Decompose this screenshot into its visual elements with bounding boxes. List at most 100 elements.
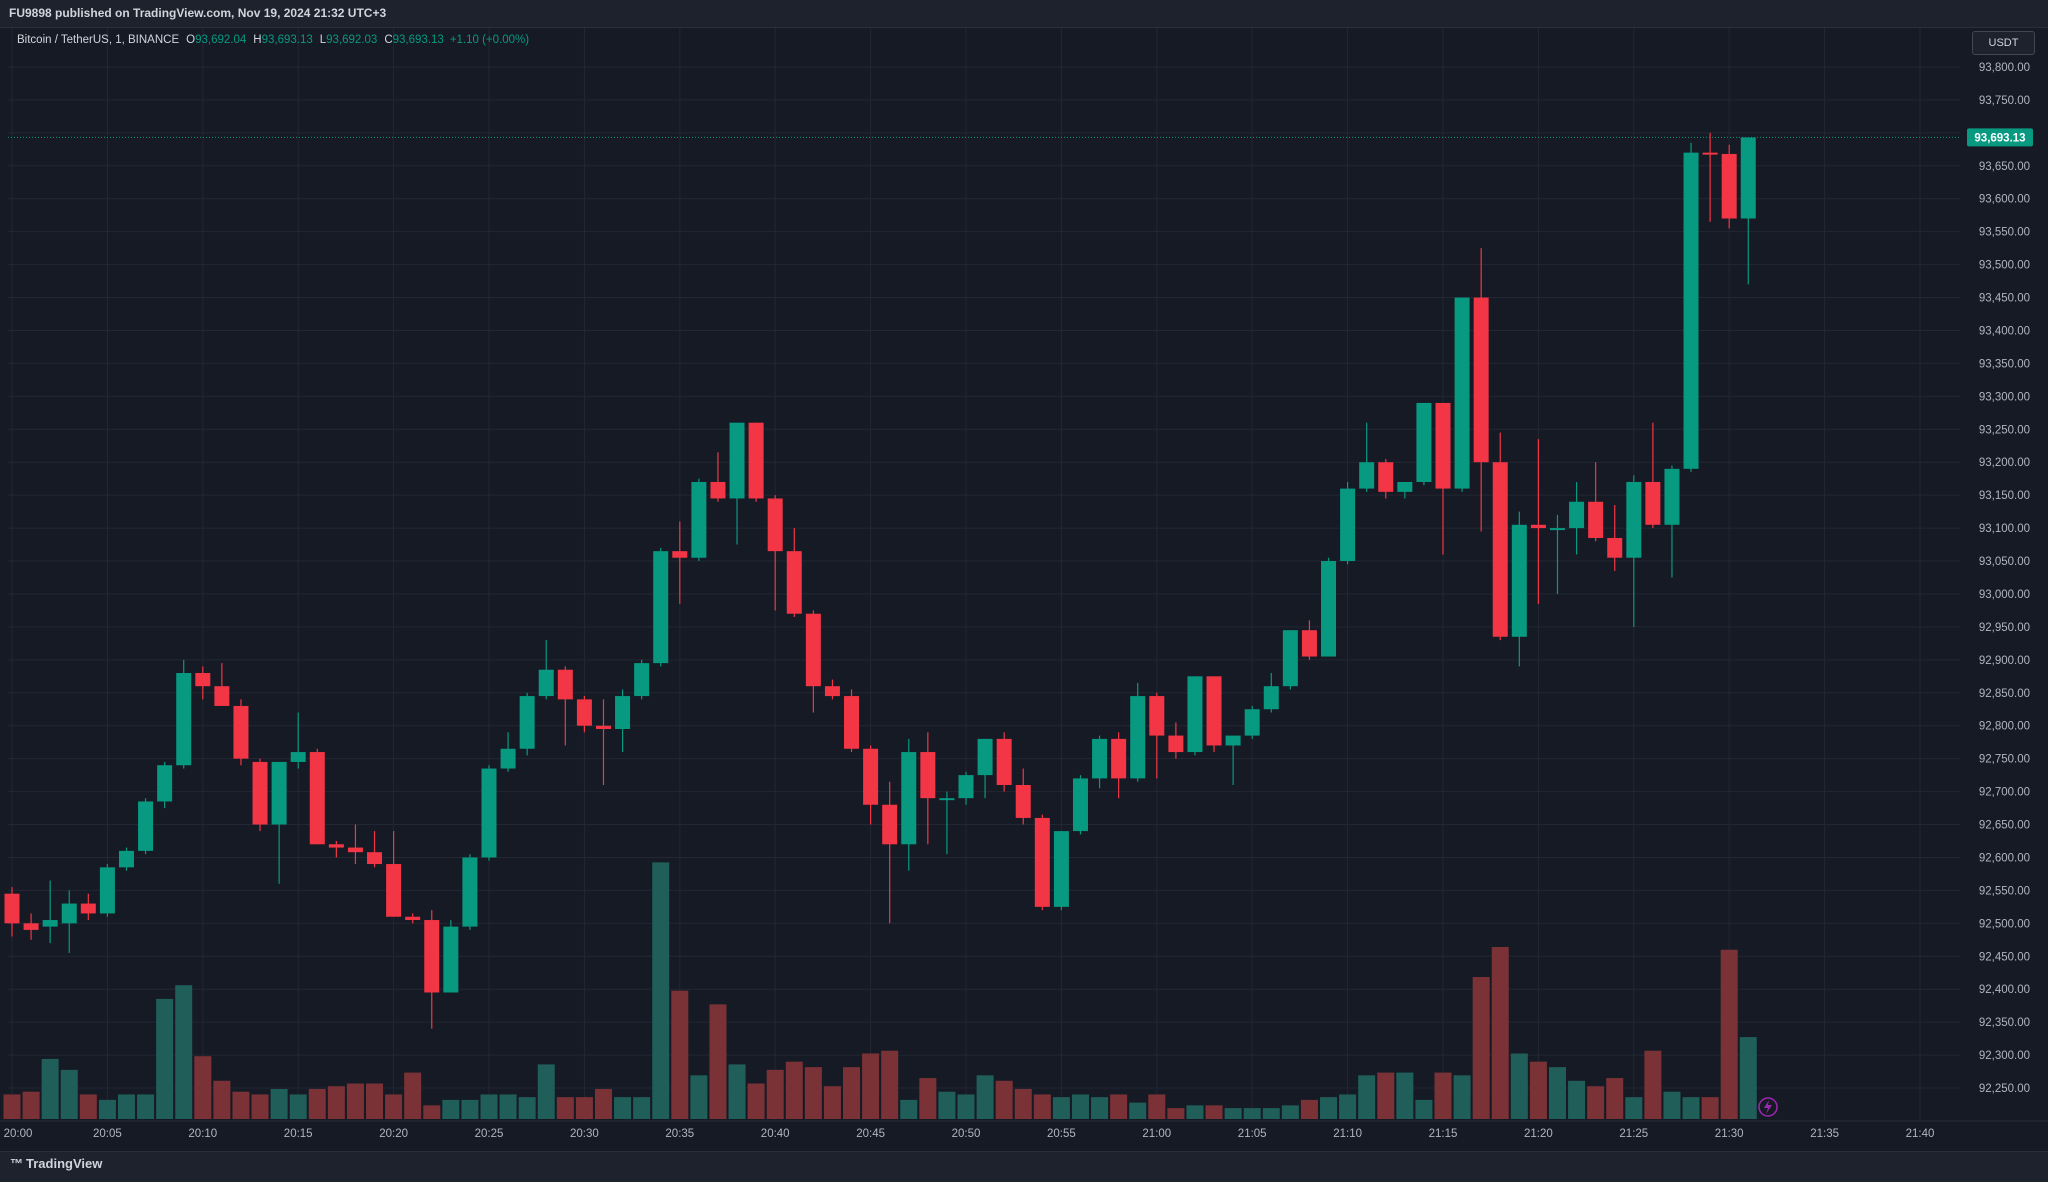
price-tick-label: 92,950.00 xyxy=(1979,622,2030,634)
price-tick-label: 92,450.00 xyxy=(1979,951,2030,963)
candle-body xyxy=(176,673,192,766)
time-tick-label: 20:05 xyxy=(93,1128,122,1140)
candle-body xyxy=(23,923,39,930)
volume-bar xyxy=(1548,1067,1566,1119)
candle-body xyxy=(1225,735,1241,746)
candle-body xyxy=(920,752,936,799)
volume-bar xyxy=(804,1067,822,1119)
time-tick-label: 20:50 xyxy=(952,1128,981,1140)
volume-bar xyxy=(1606,1078,1624,1119)
volume-bar xyxy=(766,1069,784,1119)
volume-bar xyxy=(995,1080,1013,1119)
candle-body xyxy=(1072,778,1088,832)
close-value: 93,693.13 xyxy=(392,34,444,46)
volume-bar xyxy=(308,1088,326,1119)
candle-body xyxy=(214,686,230,706)
bottom-bar xyxy=(0,1151,2048,1182)
candle-body xyxy=(1416,402,1432,482)
price-tick-label: 93,600.00 xyxy=(1979,194,2030,206)
price-tick-label: 93,400.00 xyxy=(1979,325,2030,337)
price-tick-label: 92,900.00 xyxy=(1979,655,2030,667)
volume-bar xyxy=(385,1094,403,1119)
candle-body xyxy=(271,761,287,825)
volume-bar xyxy=(327,1086,345,1119)
candle-body xyxy=(1645,481,1661,525)
volume-bar xyxy=(900,1099,918,1119)
volume-bar xyxy=(461,1099,479,1119)
volume-bar xyxy=(346,1083,364,1119)
price-tick-label: 92,650.00 xyxy=(1979,820,2030,832)
volume-bar xyxy=(1167,1108,1185,1119)
volume-bar xyxy=(270,1088,288,1119)
volume-bar xyxy=(98,1099,116,1119)
replay-icon-ring xyxy=(1758,1097,1778,1117)
time-tick-label: 20:25 xyxy=(475,1128,504,1140)
volume-bar xyxy=(137,1094,155,1119)
candle-body xyxy=(1015,784,1031,818)
candle-body xyxy=(1721,153,1737,219)
candle-body xyxy=(138,801,154,851)
change-value: +1.10 (+0.00%) xyxy=(449,34,530,46)
volume-bar xyxy=(652,862,670,1119)
candle-body xyxy=(844,696,860,749)
volume-bar xyxy=(232,1091,250,1119)
symbol-legend: Bitcoin / TetherUS, 1, BINANCE O93,692.04… xyxy=(17,34,529,46)
candle-body xyxy=(939,798,955,801)
candle-body xyxy=(1359,462,1375,489)
candle-body xyxy=(538,669,554,697)
time-tick-label: 20:10 xyxy=(188,1128,217,1140)
candle-body xyxy=(901,752,917,845)
time-tick-label: 20:00 xyxy=(4,1128,33,1140)
volume-bar xyxy=(633,1097,651,1119)
volume-bar xyxy=(575,1097,593,1119)
volume-bar xyxy=(1262,1108,1280,1119)
candle-body xyxy=(1492,462,1508,637)
tradingview-logo[interactable]: ™ TradingView xyxy=(10,1156,102,1171)
currency-button[interactable]: USDT xyxy=(1972,31,2035,55)
price-tick-label: 93,450.00 xyxy=(1979,293,2030,305)
candle-body xyxy=(557,669,573,700)
price-tick-label: 92,750.00 xyxy=(1979,754,2030,766)
candle-body xyxy=(576,699,592,726)
price-tick-label: 93,350.00 xyxy=(1979,358,2030,370)
candle-body xyxy=(1569,501,1585,529)
volume-bar xyxy=(518,1097,536,1119)
candle-body xyxy=(347,847,363,853)
price-tick-label: 93,150.00 xyxy=(1979,490,2030,502)
volume-bar xyxy=(671,990,689,1119)
candle-body xyxy=(824,686,840,697)
candle-body xyxy=(1244,709,1260,736)
candle-body xyxy=(1588,501,1604,538)
candle-body xyxy=(1034,817,1050,907)
candle-body xyxy=(1397,481,1413,492)
price-tick-label: 93,650.00 xyxy=(1979,161,2030,173)
time-tick-label: 20:35 xyxy=(665,1128,694,1140)
replay-icon[interactable] xyxy=(1758,1097,1778,1117)
volume-bar xyxy=(1300,1099,1318,1119)
time-axis[interactable]: 20:00 20:05 20:10 20:15 20:20 20:25 20:30 20:35… xyxy=(0,1120,2048,1140)
volume-bar xyxy=(117,1094,135,1119)
candle-body xyxy=(653,551,669,664)
price-tick-label: 93,800.00 xyxy=(1979,62,2030,74)
candle-body xyxy=(1626,481,1642,558)
price-tick-label: 93,500.00 xyxy=(1979,260,2030,272)
lightning-icon xyxy=(1764,1100,1772,1114)
price-tick-label: 93,050.00 xyxy=(1979,556,2030,568)
symbol-name: Bitcoin / TetherUS, 1, BINANCE xyxy=(17,34,180,46)
volume-bar xyxy=(881,1050,899,1119)
price-tick-label: 93,550.00 xyxy=(1979,227,2030,239)
price-axis-background xyxy=(1960,28,2048,1121)
candle-body xyxy=(1511,524,1527,637)
candle-body xyxy=(42,920,58,927)
price-tick-label: 92,250.00 xyxy=(1979,1083,2030,1095)
volume-bar xyxy=(1472,977,1490,1119)
candle-body xyxy=(595,725,611,730)
volume-bar xyxy=(862,1053,880,1119)
time-tick-label: 21:35 xyxy=(1810,1128,1839,1140)
candle-body xyxy=(615,696,631,730)
price-axis[interactable]: 93,800.0093,750.0093,700.0093,650.0093,6… xyxy=(1960,28,2048,1121)
candle-body xyxy=(1664,468,1680,525)
volume-bar xyxy=(1091,1097,1109,1119)
volume-bar xyxy=(1434,1072,1452,1119)
